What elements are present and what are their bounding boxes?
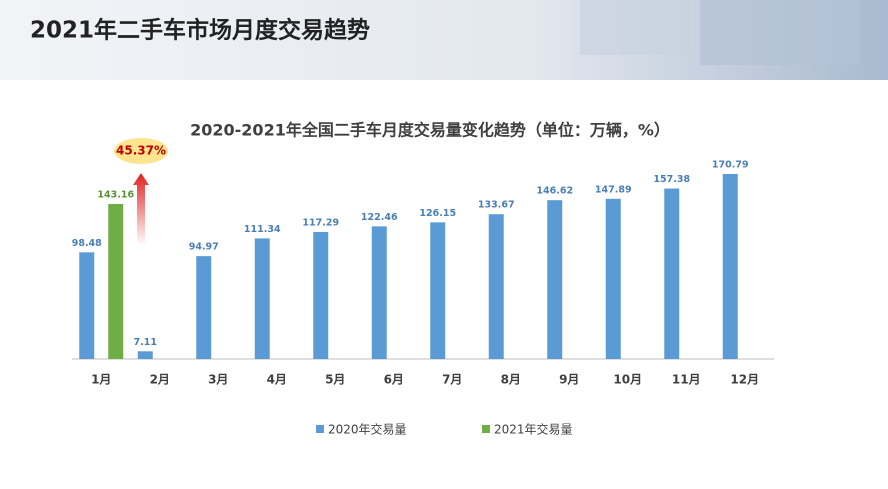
legend-label: 2021年交易量 (494, 422, 573, 437)
bar (371, 226, 387, 359)
data-label: 147.89 (595, 184, 632, 195)
bar (547, 200, 563, 359)
bar (108, 203, 124, 359)
bar (664, 188, 680, 359)
x-tick-label: 9月 (559, 373, 579, 387)
data-label: 117.29 (302, 217, 339, 228)
chart-title: 2020-2021年全国二手车月度交易量变化趋势（单位：万辆，%） (190, 121, 670, 140)
x-tick-label: 11月 (672, 373, 701, 387)
bar (430, 222, 446, 359)
data-label: 111.34 (244, 224, 281, 235)
bar (488, 214, 504, 359)
x-tick-label: 7月 (442, 373, 462, 387)
data-label: 7.11 (134, 337, 157, 348)
data-label: 98.48 (72, 238, 102, 249)
header-decor (580, 0, 690, 55)
data-label: 170.79 (712, 160, 749, 171)
data-label: 94.97 (189, 242, 219, 253)
bar (196, 256, 212, 359)
legend-label: 2020年交易量 (328, 422, 407, 437)
data-label: 157.38 (653, 174, 690, 185)
data-label: 146.62 (536, 186, 573, 197)
bar (254, 238, 270, 359)
data-label: 143.16 (97, 189, 134, 200)
x-tick-label: 4月 (267, 373, 287, 387)
x-tick-label: 2月 (150, 373, 170, 387)
data-label: 133.67 (478, 200, 515, 211)
x-tick-label: 5月 (325, 373, 345, 387)
x-tick-label: 10月 (613, 373, 642, 387)
data-label: 126.15 (419, 208, 456, 219)
x-tick-label: 1月 (91, 373, 111, 387)
increase-arrow (133, 173, 149, 245)
bar (137, 351, 153, 359)
x-tick-label: 8月 (501, 373, 521, 387)
legend-swatch (316, 425, 324, 433)
annotation-bubble (114, 138, 168, 164)
bar (79, 252, 95, 359)
legend-swatch (482, 425, 490, 433)
bar (313, 231, 329, 359)
x-tick-label: 12月 (730, 373, 759, 387)
data-label: 122.46 (361, 212, 398, 223)
bar (605, 198, 621, 359)
slide-title: 2021年二手车市场月度交易趋势 (30, 17, 370, 44)
x-tick-label: 3月 (208, 373, 228, 387)
x-tick-label: 6月 (384, 373, 404, 387)
header-decor (700, 0, 860, 65)
bar (722, 174, 738, 359)
annotation: 45.37% (116, 144, 166, 158)
